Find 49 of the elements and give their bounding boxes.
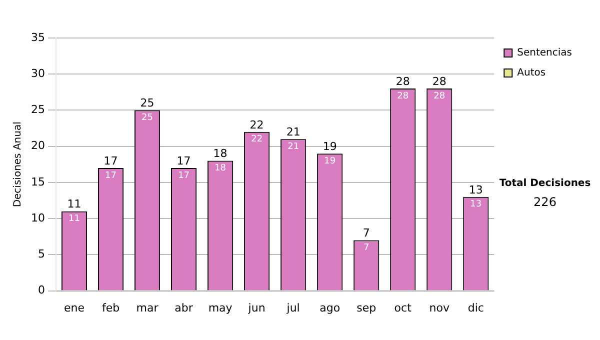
- total-label: 11: [67, 198, 82, 211]
- data-label: 11: [68, 214, 80, 224]
- total-label: 28: [396, 74, 410, 88]
- data-label: 19: [324, 156, 336, 166]
- x-tick-label: nov: [429, 301, 450, 314]
- data-label: 7: [363, 243, 370, 254]
- total-label: 13: [468, 183, 483, 196]
- total-label: 17: [176, 154, 191, 168]
- y-tick-label: 0: [38, 284, 45, 297]
- y-tick-label: 35: [30, 30, 45, 44]
- data-label: 21: [288, 142, 300, 152]
- data-label: 25: [142, 113, 154, 124]
- x-tick-label: ago: [320, 301, 340, 314]
- y-tick-label: 5: [38, 248, 45, 261]
- total-label: 7: [362, 226, 370, 240]
- x-tick-label: ene: [64, 301, 85, 314]
- y-tick-label: 25: [30, 103, 45, 116]
- data-label: 17: [105, 170, 116, 181]
- data-label: 28: [397, 91, 409, 102]
- total-label: 25: [140, 96, 154, 110]
- x-tick-label: jun: [247, 301, 266, 314]
- data-label: 13: [470, 200, 482, 210]
- legend-label: Sentencias: [517, 48, 572, 59]
- x-tick-label: sep: [356, 301, 376, 314]
- text: Total Decisiones: [498, 178, 592, 189]
- x-tick-label: jul: [286, 301, 300, 314]
- x-tick-label: oct: [394, 301, 412, 314]
- x-tick-label: dic: [468, 301, 484, 314]
- legend-label: Autos: [517, 68, 546, 79]
- y-axis-title: Decisiones Anual: [12, 122, 24, 208]
- total-label: 17: [104, 154, 118, 168]
- data-label: 18: [214, 164, 226, 174]
- total-label: 18: [213, 147, 228, 160]
- y-tick-label: 15: [30, 175, 45, 188]
- data-label: 28: [434, 91, 446, 102]
- x-tick-label: abr: [174, 301, 194, 314]
- y-tick-label: 20: [30, 139, 45, 152]
- y-tick-label: 30: [30, 66, 45, 80]
- total-label: 22: [250, 118, 264, 132]
- data-label: 17: [178, 170, 190, 181]
- data-label: 22: [251, 134, 263, 145]
- total-label: 19: [322, 140, 337, 153]
- total-label: 21: [286, 125, 300, 138]
- x-tick-label: feb: [102, 301, 120, 314]
- y-tick-label: 10: [30, 211, 45, 224]
- total-label: 28: [432, 74, 446, 88]
- x-tick-label: may: [208, 301, 233, 314]
- x-tick-label: mar: [136, 301, 159, 314]
- text: 226: [532, 195, 558, 209]
